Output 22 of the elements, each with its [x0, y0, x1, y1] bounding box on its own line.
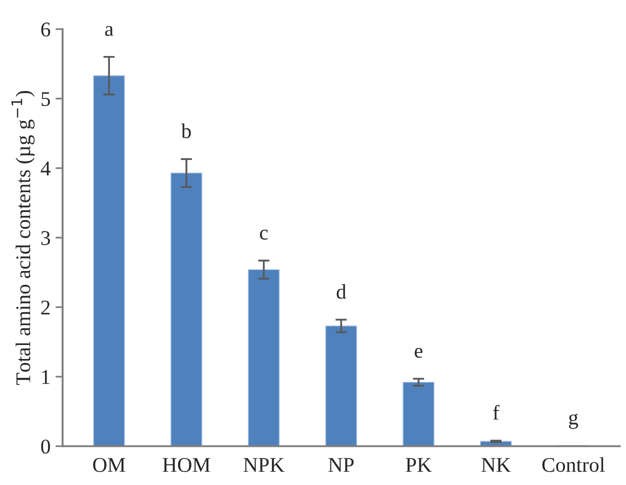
y-tick-label: 6 [41, 22, 50, 37]
x-tick-label: NK [481, 458, 511, 472]
y-tick-label: 1 [42, 370, 50, 384]
annotation: d [336, 284, 346, 299]
annotation: c [260, 230, 268, 240]
y-axis-title: Total amino acid contents (µg g$^{−1}$) [11, 90, 35, 385]
annotation: g [569, 414, 578, 429]
annotation: b [181, 124, 191, 138]
y-tick-label: 4 [40, 162, 50, 176]
y-tick-label: 3 [41, 231, 50, 246]
y-tick-label: 2 [41, 300, 50, 314]
x-tick-label: NP [328, 458, 354, 472]
annotation: a [105, 26, 114, 36]
annotation: f [493, 404, 500, 420]
x-tick-label: OM [93, 458, 126, 472]
x-tick-label: Control [542, 457, 605, 472]
x-tick-label: NPK [244, 458, 284, 472]
annotation: e [414, 348, 422, 358]
y-tick-label: 0 [41, 440, 50, 454]
x-tick-label: PK [406, 458, 432, 472]
x-tick-label: HOM [162, 458, 210, 472]
y-tick-label: 5 [42, 92, 50, 106]
